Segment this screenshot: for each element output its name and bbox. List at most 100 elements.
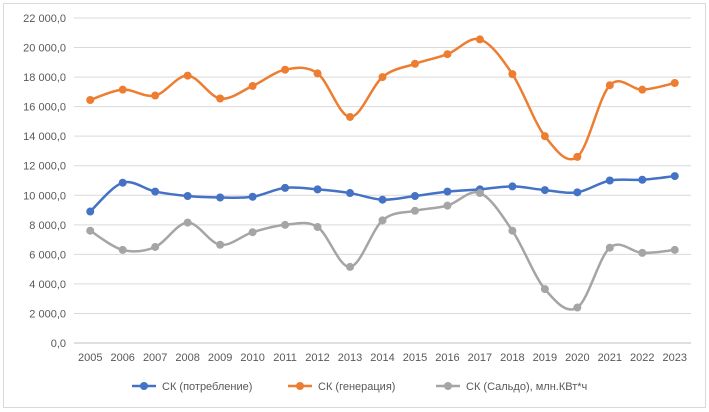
x-tick-label: 2016 xyxy=(435,352,459,364)
data-point xyxy=(508,70,517,79)
x-tick-label: 2023 xyxy=(663,352,687,364)
data-point xyxy=(313,69,322,78)
data-point xyxy=(670,172,679,181)
legend-item: СК (потребление) xyxy=(132,381,252,393)
data-point xyxy=(573,303,582,312)
legend-marker xyxy=(296,382,304,390)
legend-item: СК (Сальдо), млн.КВт*ч xyxy=(436,381,587,393)
data-point xyxy=(573,188,582,197)
x-tick-label: 2020 xyxy=(565,352,589,364)
x-tick-label: 2008 xyxy=(175,352,199,364)
x-axis-tick-labels: 2005 2006 2007 2008 2009 2010 2011 2012 2013 2014… xyxy=(78,352,687,364)
data-point xyxy=(378,195,387,204)
data-point xyxy=(540,132,549,141)
x-tick-label: 2021 xyxy=(598,352,622,364)
data-point xyxy=(410,206,419,215)
y-tick-label: 20 000,0 xyxy=(23,43,66,55)
x-tick-label: 2015 xyxy=(403,352,427,364)
data-point xyxy=(573,152,582,161)
data-point xyxy=(151,91,160,100)
series-2 xyxy=(86,35,679,161)
series-line xyxy=(88,191,677,311)
data-point xyxy=(378,73,387,82)
y-tick-label: 8 000,0 xyxy=(29,220,66,232)
data-point xyxy=(540,186,549,195)
x-tick-label: 2014 xyxy=(370,352,394,364)
data-point xyxy=(605,176,614,185)
x-tick-label: 2019 xyxy=(533,352,557,364)
data-point xyxy=(638,248,647,257)
data-point xyxy=(281,65,290,74)
data-point xyxy=(605,243,614,252)
data-point xyxy=(638,175,647,184)
data-point xyxy=(410,192,419,201)
x-tick-label: 2009 xyxy=(208,352,232,364)
data-point xyxy=(151,242,160,251)
legend-marker xyxy=(140,382,148,390)
x-tick-label: 2006 xyxy=(110,352,134,364)
series-line xyxy=(88,174,677,213)
y-tick-label: 14 000,0 xyxy=(23,131,66,143)
y-axis-tick-labels: 0,0 2 000,0 4 000,0 6 000,0 8 000,0 10 000,0 1… xyxy=(23,13,66,350)
series-3 xyxy=(86,189,679,312)
data-point xyxy=(605,81,614,90)
y-tick-label: 2 000,0 xyxy=(29,308,66,320)
x-tick-label: 2005 xyxy=(78,352,102,364)
data-point xyxy=(346,262,355,271)
data-point xyxy=(118,245,127,254)
series-lines xyxy=(86,35,679,312)
legend-label: СК (Сальдо), млн.КВт*ч xyxy=(466,381,587,393)
data-point xyxy=(670,79,679,87)
data-point xyxy=(475,189,484,198)
legend-label: СК (потребление) xyxy=(162,381,252,393)
data-point xyxy=(540,285,549,294)
x-tick-label: 2018 xyxy=(500,352,524,364)
data-point xyxy=(86,207,95,216)
data-point xyxy=(443,187,452,196)
data-point xyxy=(378,216,387,225)
data-point xyxy=(410,59,419,68)
data-point xyxy=(313,223,322,232)
x-tick-label: 2011 xyxy=(273,352,297,364)
data-point xyxy=(248,228,257,237)
x-tick-label: 2012 xyxy=(305,352,329,364)
x-tick-label: 2010 xyxy=(240,352,264,364)
data-point xyxy=(183,192,192,201)
x-tick-label: 2013 xyxy=(338,352,362,364)
data-point xyxy=(281,183,290,192)
data-point xyxy=(151,187,160,196)
data-point xyxy=(508,182,517,191)
data-point xyxy=(313,185,322,194)
chart-frame xyxy=(3,3,706,408)
data-point xyxy=(281,220,290,229)
data-point xyxy=(346,189,355,198)
legend: СК (потребление) СК (генерация) СК (Сальдо… xyxy=(132,381,587,393)
y-tick-label: 18 000,0 xyxy=(23,72,66,84)
data-point xyxy=(118,85,127,94)
series-1 xyxy=(86,172,679,216)
data-point xyxy=(638,85,647,94)
data-point xyxy=(248,192,257,201)
data-point xyxy=(346,112,355,121)
y-tick-label: 4 000,0 xyxy=(29,279,66,291)
data-point xyxy=(183,218,192,227)
data-point xyxy=(86,95,95,104)
data-point xyxy=(670,245,679,254)
legend-label: СК (генерация) xyxy=(318,381,395,393)
data-point xyxy=(86,226,95,235)
x-tick-label: 2007 xyxy=(143,352,167,364)
y-tick-label: 10 000,0 xyxy=(23,190,66,202)
data-point xyxy=(216,240,225,249)
y-tick-label: 16 000,0 xyxy=(23,102,66,114)
y-tick-label: 6 000,0 xyxy=(29,249,66,261)
data-point xyxy=(216,193,225,202)
legend-marker xyxy=(444,382,452,390)
y-tick-label: 0,0 xyxy=(51,338,66,350)
data-point xyxy=(508,226,517,235)
series-line xyxy=(88,37,677,161)
data-point xyxy=(475,35,484,44)
legend-item: СК (генерация) xyxy=(288,381,395,393)
gridlines xyxy=(74,17,691,344)
x-tick-label: 2022 xyxy=(630,352,654,364)
